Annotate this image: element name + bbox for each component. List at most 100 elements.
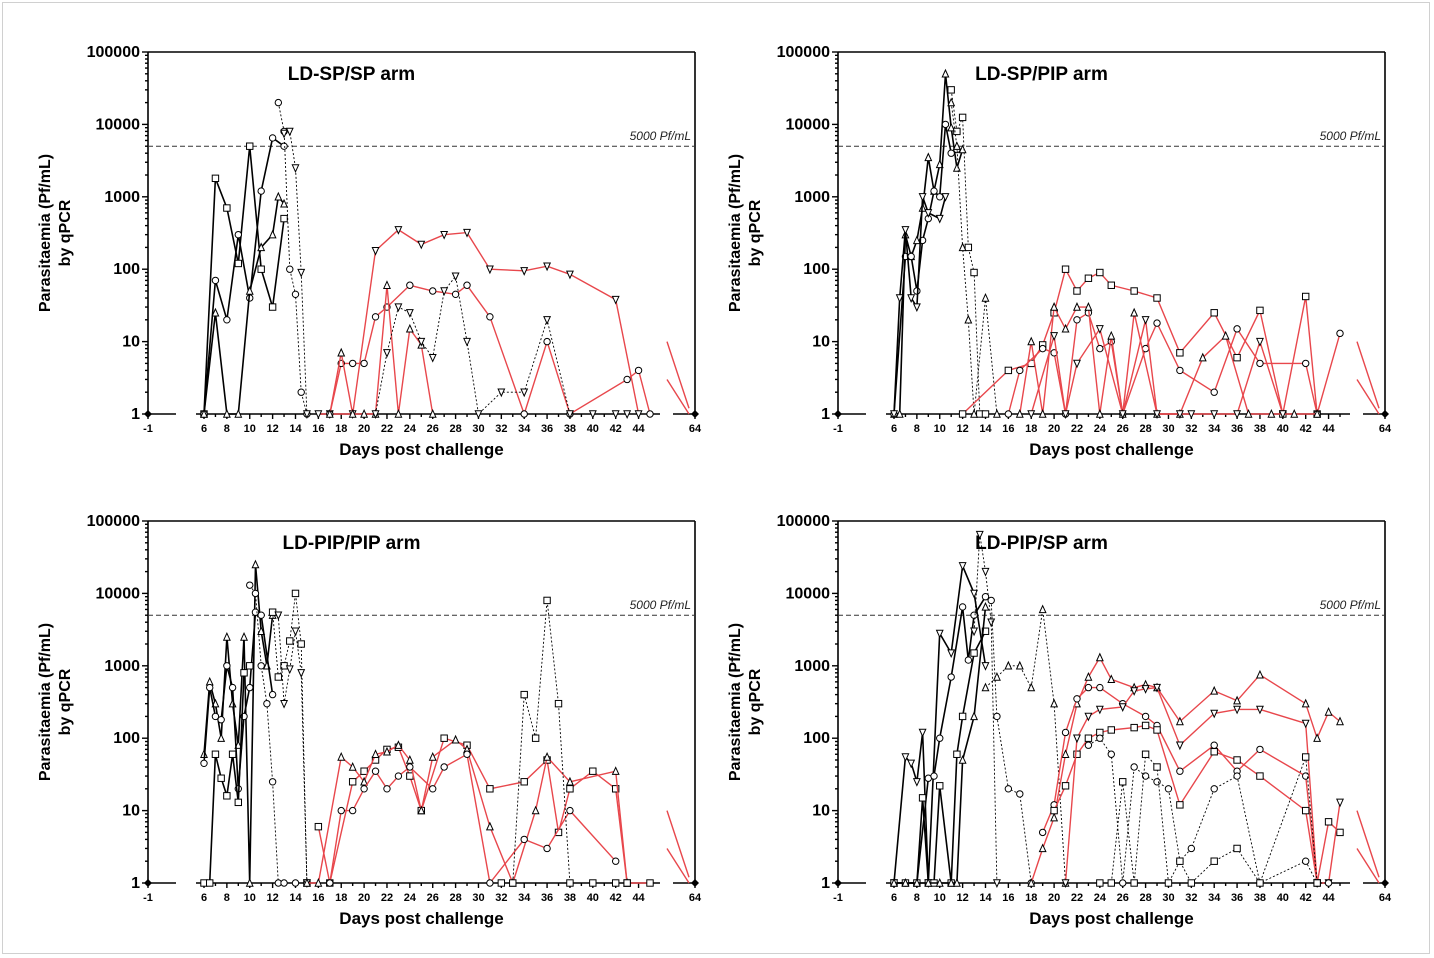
series-9 [326, 750, 620, 887]
series-12 [1084, 734, 1333, 887]
data-point [1130, 879, 1138, 887]
y-tick-label: 10 [122, 803, 140, 820]
data-point [1313, 408, 1322, 418]
data-point [1336, 828, 1344, 837]
data-point [223, 204, 231, 212]
data-point [406, 772, 414, 780]
data-point [371, 410, 380, 420]
series-6 [981, 604, 1070, 887]
data-point [286, 637, 294, 645]
data-point [1027, 410, 1036, 420]
series-7 [987, 596, 1035, 887]
chart-panel-1: 1 10 100 1000 10000 100000 -1 6 8 10 12 14 16 18 20 22 2… [37, 44, 702, 459]
x-tick-label: 6 [201, 892, 207, 904]
data-point [223, 662, 231, 670]
x-tick-label: 24 [404, 892, 417, 904]
data-point [1153, 778, 1161, 786]
threshold-label: 5000 Pf/mL [630, 598, 691, 612]
data-point [520, 835, 528, 844]
threshold-label: 5000 Pf/mL [1320, 129, 1381, 143]
data-point [1153, 763, 1161, 771]
data-point [268, 690, 277, 699]
data-point [206, 683, 214, 692]
data-point [958, 113, 967, 122]
series-line [894, 630, 987, 884]
x-tick-label: 20 [358, 892, 370, 904]
data-point [1096, 268, 1104, 277]
x-tick-label: 32 [495, 423, 507, 435]
data-point [543, 337, 551, 346]
data-point [1175, 741, 1184, 751]
data-point [941, 68, 950, 78]
data-point [634, 366, 643, 375]
data-point [531, 734, 540, 742]
data-point [246, 683, 254, 692]
data-point [417, 240, 426, 250]
data-point [394, 772, 403, 780]
x-tick-label: 16 [1002, 892, 1014, 904]
data-point [200, 408, 208, 418]
data-point [405, 323, 414, 333]
data-point [1187, 844, 1196, 853]
data-point [280, 142, 288, 150]
data-point [371, 247, 380, 256]
data-point [474, 410, 483, 420]
data-point [1095, 652, 1104, 662]
series-2 [200, 608, 277, 793]
data-point [975, 530, 984, 540]
x-tick-label: 64 [1379, 423, 1392, 435]
y-tick-label: 10 [812, 334, 830, 351]
data-point [936, 782, 944, 790]
data-point [1278, 410, 1287, 420]
x-tick-label: 40 [1277, 423, 1289, 435]
data-point [970, 711, 979, 721]
data-point [611, 410, 620, 420]
data-point [274, 673, 283, 681]
y-tick-label: 1 [821, 875, 830, 892]
start-marker [144, 410, 152, 418]
data-point [1096, 734, 1104, 742]
data-point [958, 242, 967, 252]
data-point [1096, 344, 1104, 353]
x-tick-label: 40 [1277, 892, 1289, 904]
x-tick-label: 42 [610, 892, 622, 904]
x-tick-label: 30 [472, 423, 484, 435]
x-axis-label: Days post challenge [1029, 440, 1193, 459]
data-point [1130, 287, 1138, 295]
data-point [251, 589, 260, 598]
x-tick-label: 34 [1208, 892, 1221, 904]
series-line [1019, 304, 1318, 415]
series-5 [280, 127, 311, 420]
data-point [382, 746, 391, 756]
data-point [1301, 857, 1310, 865]
data-point [1313, 879, 1321, 887]
data-point [382, 349, 391, 358]
end-marker [691, 879, 699, 887]
data-point [941, 120, 950, 129]
x-tick-label: 36 [1231, 423, 1243, 435]
series-8 [1015, 302, 1322, 418]
data-point [1141, 316, 1150, 325]
data-point [981, 410, 990, 418]
series-9 [371, 272, 632, 420]
series-line [1053, 724, 1341, 884]
data-point [497, 388, 506, 398]
series-tail [666, 379, 690, 415]
x-tick-label: 40 [587, 892, 599, 904]
data-point [1084, 734, 1093, 742]
data-point [981, 662, 990, 671]
start-marker [834, 410, 842, 418]
series-line [1030, 319, 1284, 415]
series-line [501, 600, 628, 884]
data-point [1255, 337, 1264, 347]
y-tick-label: 10000 [96, 585, 141, 602]
data-point [970, 589, 979, 599]
data-point [1130, 307, 1139, 317]
data-point [1256, 745, 1264, 754]
series-tail [666, 848, 690, 884]
data-point [1084, 302, 1093, 311]
data-point [930, 187, 938, 195]
data-point [992, 879, 1001, 889]
data-point [907, 759, 916, 769]
